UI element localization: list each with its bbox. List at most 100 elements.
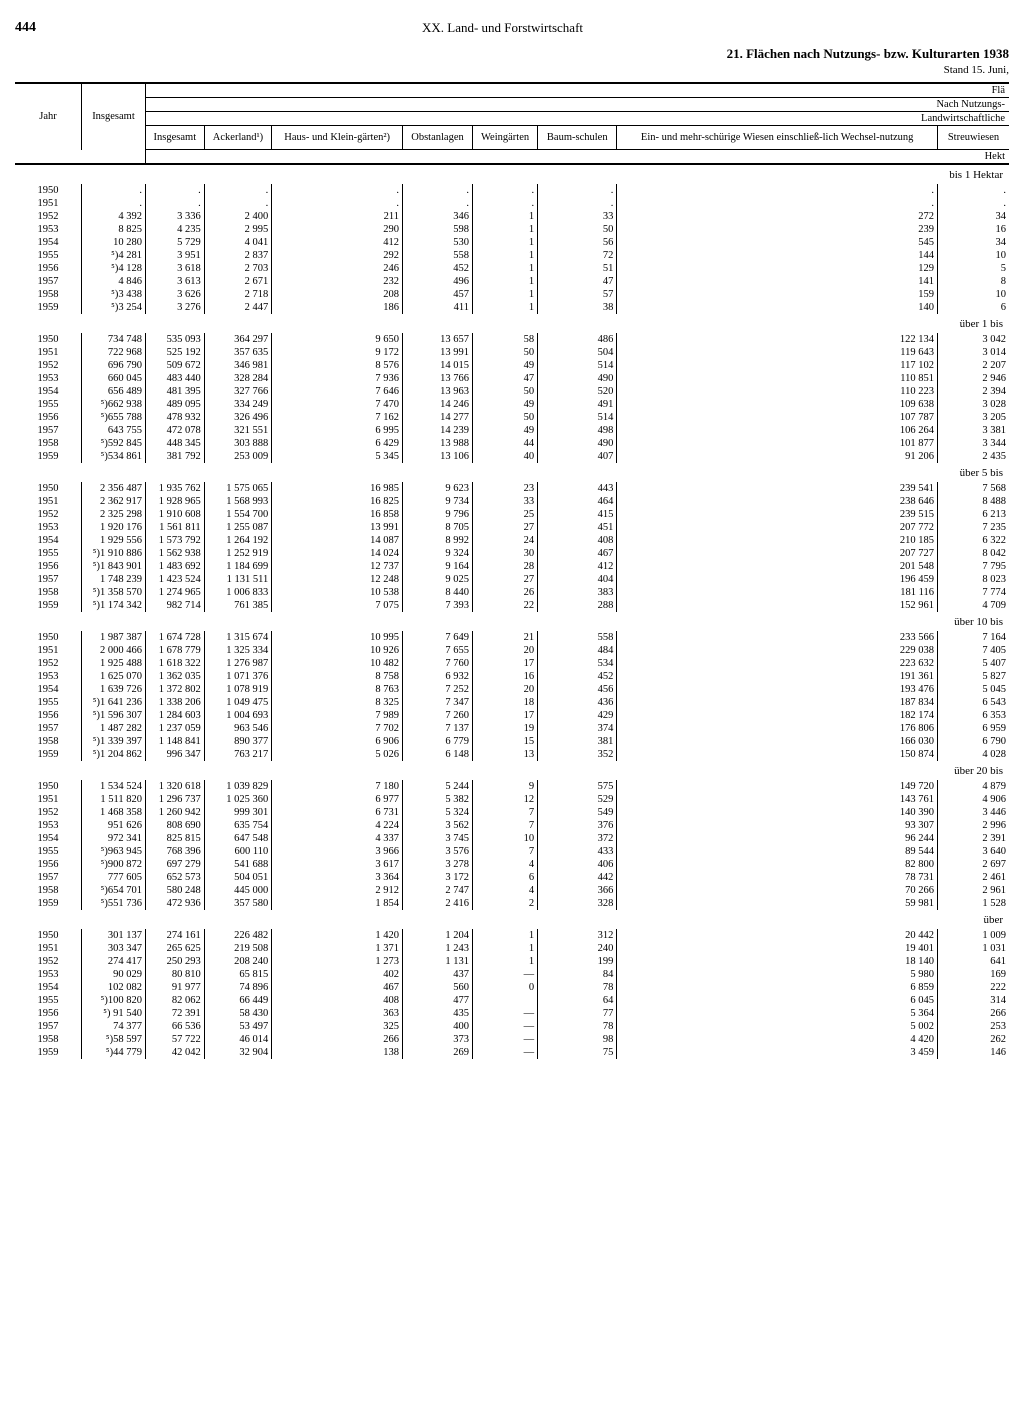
cell-value: 122 134 bbox=[617, 333, 938, 346]
cell-value: 452 bbox=[403, 262, 473, 275]
cell-value: 10 bbox=[937, 288, 1009, 301]
cell-year: 1957 bbox=[15, 275, 82, 288]
cell-value: 491 bbox=[538, 398, 617, 411]
cell-year: 1954 bbox=[15, 236, 82, 249]
cell-value: 535 093 bbox=[145, 333, 204, 346]
cell-year: 1959 bbox=[15, 1046, 82, 1059]
table-row: 1956⁵)655 788478 932326 4967 16214 27750… bbox=[15, 411, 1009, 424]
col-haus: Haus- und Klein-gärten²) bbox=[272, 126, 403, 150]
cell-value: . bbox=[538, 184, 617, 197]
cell-value: 186 bbox=[272, 301, 403, 314]
cell-value: 7 774 bbox=[937, 586, 1009, 599]
cell-value: 357 635 bbox=[204, 346, 272, 359]
cell-value: 1 131 511 bbox=[204, 573, 272, 586]
cell-value: 5 244 bbox=[403, 780, 473, 793]
cell-value: 3 028 bbox=[937, 398, 1009, 411]
cell-value: 150 874 bbox=[617, 748, 938, 761]
cell-value: 72 bbox=[538, 249, 617, 262]
cell-value: 1 568 993 bbox=[204, 495, 272, 508]
cell-value: 1 273 bbox=[272, 955, 403, 968]
cell-value: . bbox=[272, 184, 403, 197]
cell-value: ⁵)1 358 570 bbox=[82, 586, 146, 599]
cell-year: 1959 bbox=[15, 599, 82, 612]
cell-value: 2 703 bbox=[204, 262, 272, 275]
cell-value: 404 bbox=[538, 573, 617, 586]
cell-value: 514 bbox=[538, 411, 617, 424]
cell-value: 0 bbox=[473, 981, 538, 994]
table-row: 1959⁵)1 204 862996 347763 2175 0266 1481… bbox=[15, 748, 1009, 761]
cell-value: 1 296 737 bbox=[145, 793, 204, 806]
cell-value: 239 bbox=[617, 223, 938, 236]
cell-value: 119 643 bbox=[617, 346, 938, 359]
cell-value: 96 244 bbox=[617, 832, 938, 845]
cell-value: 98 bbox=[538, 1033, 617, 1046]
cell-value: 14 087 bbox=[272, 534, 403, 547]
hdr-fla: Flä bbox=[145, 83, 1009, 98]
cell-value: 28 bbox=[473, 560, 538, 573]
cell-value: 3 459 bbox=[617, 1046, 938, 1059]
cell-value: 208 bbox=[272, 288, 403, 301]
table-row: 1950......... bbox=[15, 184, 1009, 197]
cell-value: 429 bbox=[538, 709, 617, 722]
cell-value: 3 172 bbox=[403, 871, 473, 884]
cell-value: 288 bbox=[538, 599, 617, 612]
table-row: 1956⁵)900 872697 279541 6883 6173 278440… bbox=[15, 858, 1009, 871]
cell-value: 27 bbox=[473, 573, 538, 586]
cell-value: 14 277 bbox=[403, 411, 473, 424]
cell-year: 1951 bbox=[15, 644, 82, 657]
cell-value: 58 430 bbox=[204, 1007, 272, 1020]
cell-value: 12 737 bbox=[272, 560, 403, 573]
cell-value: 3 576 bbox=[403, 845, 473, 858]
table-row: 1951......... bbox=[15, 197, 1009, 210]
cell-value: 1 935 762 bbox=[145, 482, 204, 495]
cell-year: 1954 bbox=[15, 683, 82, 696]
cell-value: 478 932 bbox=[145, 411, 204, 424]
cell-value: 8 992 bbox=[403, 534, 473, 547]
cell-value: — bbox=[473, 1046, 538, 1059]
cell-value: 4 709 bbox=[937, 599, 1009, 612]
cell-year: 1956 bbox=[15, 411, 82, 424]
cell-value: 1 264 192 bbox=[204, 534, 272, 547]
table-row: 19511 511 8201 296 7371 025 3606 9775 38… bbox=[15, 793, 1009, 806]
cell-value: 996 347 bbox=[145, 748, 204, 761]
cell-year: 1952 bbox=[15, 657, 82, 670]
cell-value: 1 423 524 bbox=[145, 573, 204, 586]
cell-value: 6 790 bbox=[937, 735, 1009, 748]
cell-value: 1 338 206 bbox=[145, 696, 204, 709]
cell-value: 951 626 bbox=[82, 819, 146, 832]
cell-value: ⁵)1 596 307 bbox=[82, 709, 146, 722]
cell-value: 2 996 bbox=[937, 819, 1009, 832]
cell-value: ⁵)1 204 862 bbox=[82, 748, 146, 761]
cell-value: 274 161 bbox=[145, 929, 204, 942]
cell-value: 13 988 bbox=[403, 437, 473, 450]
cell-value: . bbox=[82, 184, 146, 197]
cell-value: 486 bbox=[538, 333, 617, 346]
cell-value: 7 137 bbox=[403, 722, 473, 735]
cell-value: 191 361 bbox=[617, 670, 938, 683]
table-row: 19538 8254 2352 99529059815023916 bbox=[15, 223, 1009, 236]
table-row: 1951303 347265 625219 5081 3711 24312401… bbox=[15, 942, 1009, 955]
cell-year: 1955 bbox=[15, 547, 82, 560]
cell-value: 8 325 bbox=[272, 696, 403, 709]
cell-value: 272 bbox=[617, 210, 938, 223]
cell-value: 66 536 bbox=[145, 1020, 204, 1033]
cell-value: 890 377 bbox=[204, 735, 272, 748]
cell-value: 3 336 bbox=[145, 210, 204, 223]
cell-value: 78 731 bbox=[617, 871, 938, 884]
cell-value: 1 184 699 bbox=[204, 560, 272, 573]
table-row: 19522 325 2981 910 6081 554 70016 8589 7… bbox=[15, 508, 1009, 521]
cell-value: 326 496 bbox=[204, 411, 272, 424]
cell-value: 91 206 bbox=[617, 450, 938, 463]
cell-value: 2 435 bbox=[937, 450, 1009, 463]
table-row: 19501 987 3871 674 7281 315 67410 9957 6… bbox=[15, 631, 1009, 644]
cell-value: 2 325 298 bbox=[82, 508, 146, 521]
cell-value: 82 062 bbox=[145, 994, 204, 1007]
cell-value: 5 002 bbox=[617, 1020, 938, 1033]
cell-value: 334 249 bbox=[204, 398, 272, 411]
cell-value: 10 280 bbox=[82, 236, 146, 249]
cell-year: 1958 bbox=[15, 1033, 82, 1046]
cell-value: 49 bbox=[473, 398, 538, 411]
cell-value: 3 205 bbox=[937, 411, 1009, 424]
cell-value: 57 722 bbox=[145, 1033, 204, 1046]
cell-value: 80 810 bbox=[145, 968, 204, 981]
